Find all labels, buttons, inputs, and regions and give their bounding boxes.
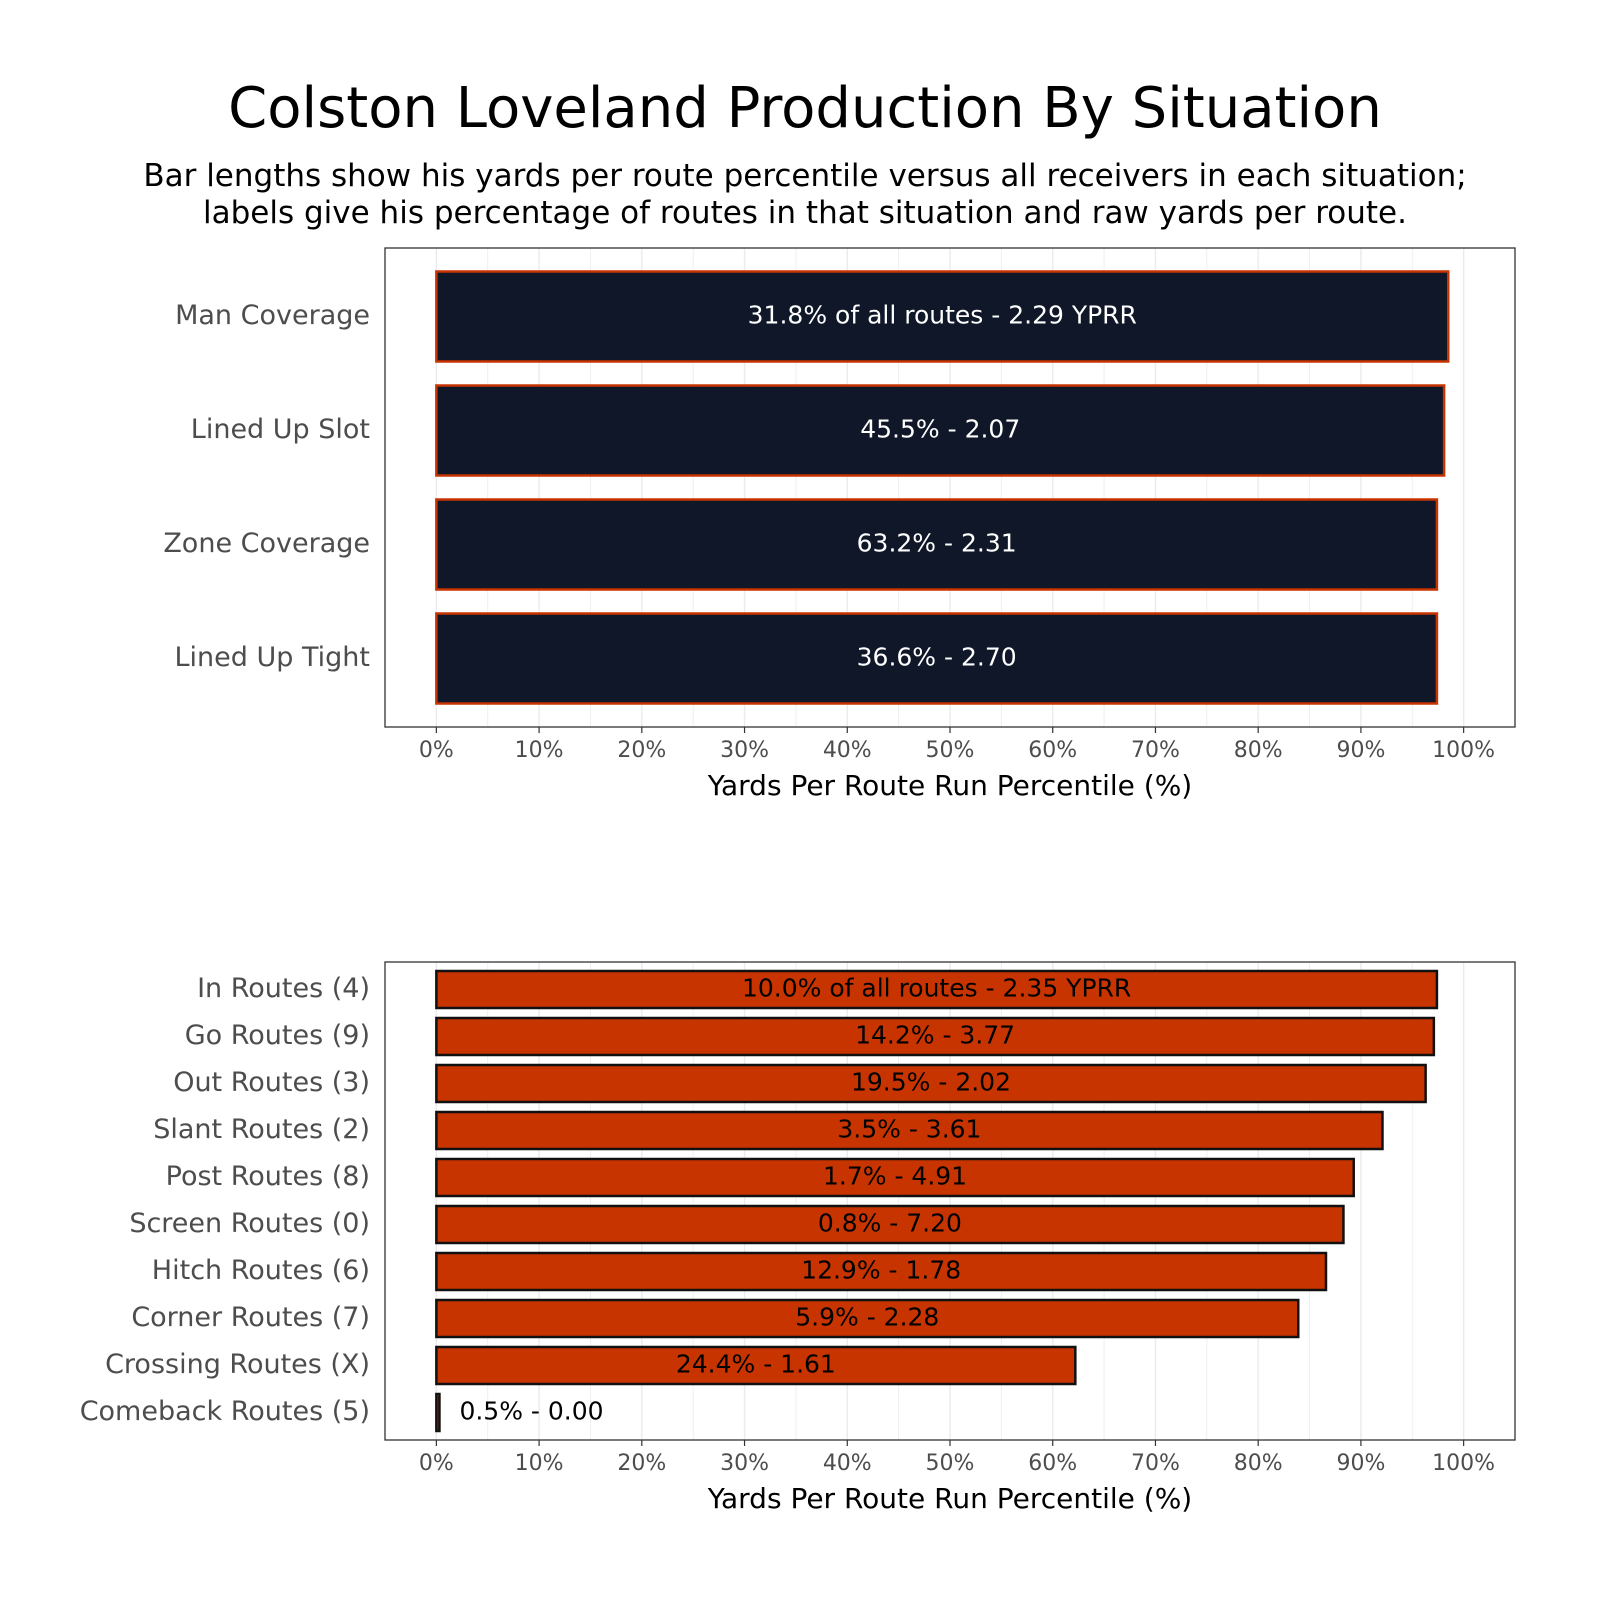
bar [435,1345,1077,1386]
data-label: 1.7% - 4.91 [823,1162,967,1191]
x-tick-label: 0% [419,1451,454,1476]
x-tick-label: 80% [1234,738,1283,763]
x-tick-label: 60% [1028,1451,1077,1476]
category-label: Go Routes (9) [185,1020,370,1051]
data-label: 0.5% - 0.00 [459,1397,603,1426]
x-tick-label: 30% [720,738,769,763]
category-label: Screen Routes (0) [129,1208,370,1239]
category-label: Post Routes (8) [166,1161,370,1192]
data-label: 31.8% of all routes - 2.29 YPRR [748,301,1137,330]
category-label: Crossing Routes (X) [105,1349,370,1380]
chart-subtitle: Bar lengths show his yards per route per… [0,158,1600,232]
x-tick-label: 60% [1028,738,1077,763]
data-label: 0.8% - 7.20 [818,1209,962,1238]
bar [435,1157,1355,1198]
bar [435,1251,1328,1292]
x-axis-title: Yards Per Route Run Percentile (%) [707,1482,1192,1515]
category-label: Lined Up Tight [175,642,370,673]
x-tick-label: 90% [1336,1451,1385,1476]
x-tick-label: 0% [419,738,454,763]
bar [435,1110,1384,1151]
data-label: 10.0% of all routes - 2.35 YPRR [742,974,1131,1003]
x-tick-label: 10% [515,1451,564,1476]
data-label: 19.5% - 2.02 [851,1068,1011,1097]
bar [435,1063,1427,1104]
subtitle-line-2: labels give his percentage of routes in … [203,195,1407,231]
bar [435,384,1446,477]
chart-panel-2: In Routes (4) 10.0% of all routes - 2.35 … [80,961,1516,1515]
data-label: 14.2% - 3.77 [855,1021,1015,1050]
data-label: 12.9% - 1.78 [801,1256,961,1285]
category-label: Zone Coverage [163,528,370,559]
x-tick-label: 100% [1432,738,1495,763]
x-tick-label: 30% [720,1451,769,1476]
x-axis-title: Yards Per Route Run Percentile (%) [707,769,1192,802]
chart-title: Colston Loveland Production By Situation [228,76,1382,141]
x-tick-label: 10% [515,738,564,763]
data-label: 24.4% - 1.61 [676,1350,836,1379]
data-label: 5.9% - 2.28 [795,1303,939,1332]
x-tick-label: 70% [1131,738,1180,763]
bar [435,969,1439,1010]
x-tick-label: 80% [1234,1451,1283,1476]
bar [435,1392,441,1433]
data-label: 3.5% - 3.61 [837,1115,981,1144]
data-label: 36.6% - 2.70 [857,643,1017,672]
data-label: 45.5% - 2.07 [860,415,1020,444]
category-label: Corner Routes (7) [131,1302,370,1333]
category-label: Hitch Routes (6) [152,1255,370,1286]
bar [435,1016,1436,1057]
x-tick-label: 50% [926,1451,975,1476]
x-tick-label: 40% [823,738,872,763]
bar [435,498,1439,591]
category-label: Lined Up Slot [191,414,370,445]
x-tick-label: 70% [1131,1451,1180,1476]
x-tick-label: 20% [617,738,666,763]
category-label: Comeback Routes (5) [80,1396,370,1427]
subtitle-line-1: Bar lengths show his yards per route per… [143,158,1467,194]
category-label: Out Routes (3) [173,1067,370,1098]
data-label: 63.2% - 2.31 [857,529,1017,558]
x-tick-label: 50% [926,738,975,763]
bar [435,1298,1300,1339]
x-tick-label: 100% [1432,1451,1495,1476]
x-tick-label: 20% [617,1451,666,1476]
bar [435,612,1439,705]
chart-panel-1: Man Coverage 31.8% of all routes - 2.29 Y… [163,247,1516,802]
category-label: In Routes (4) [197,973,370,1004]
category-label: Man Coverage [175,300,370,331]
category-label: Slant Routes (2) [153,1114,370,1145]
x-tick-label: 90% [1336,738,1385,763]
x-tick-label: 40% [823,1451,872,1476]
bar [435,270,1450,363]
bar [435,1204,1345,1245]
